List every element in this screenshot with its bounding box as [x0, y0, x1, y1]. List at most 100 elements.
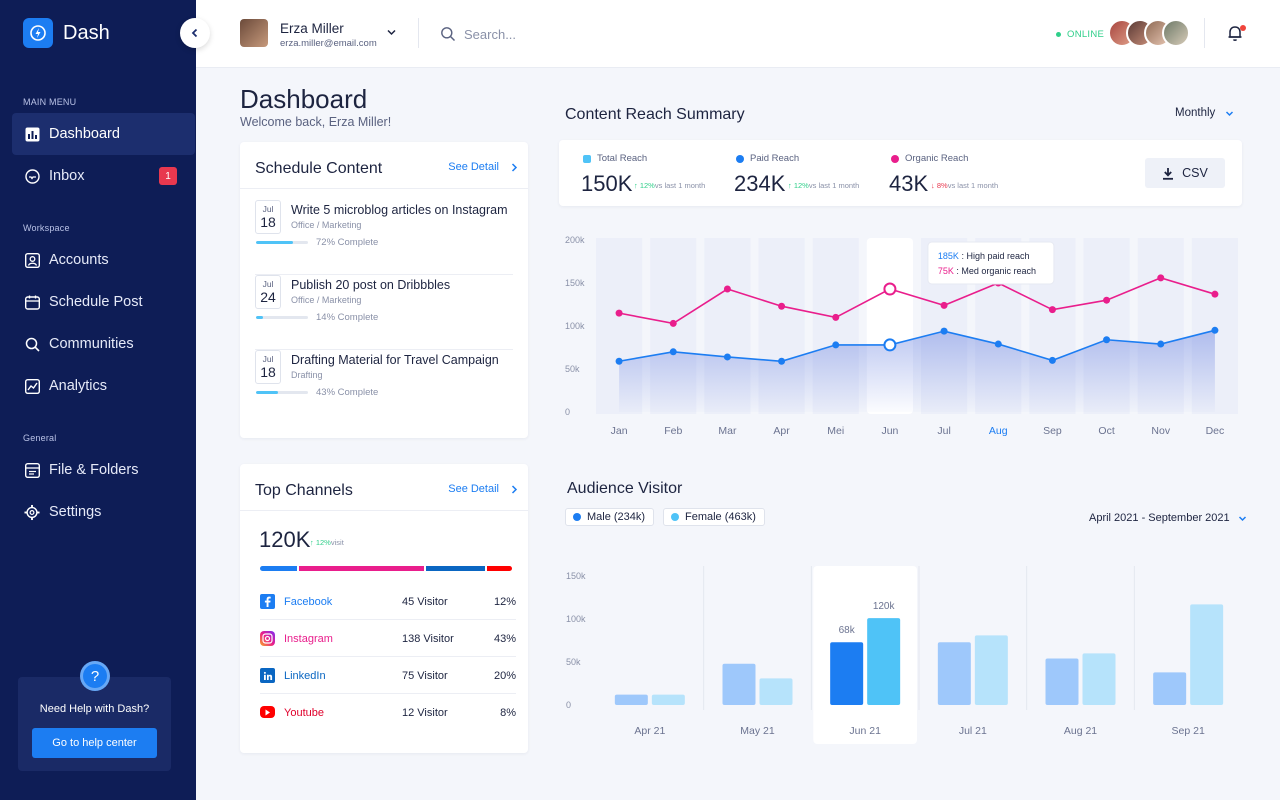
- sidebar-item-dashboard[interactable]: Dashboard: [12, 113, 195, 155]
- date-range-select[interactable]: April 2021 - September 2021: [1089, 512, 1247, 524]
- x-tick-label: Mei: [827, 425, 844, 437]
- female-bar: [1190, 604, 1224, 705]
- kpi-label: Total Reach: [583, 153, 647, 164]
- period-select[interactable]: Monthly: [1175, 107, 1234, 119]
- sidebar-item-schedule-post[interactable]: Schedule Post: [12, 281, 195, 323]
- legend-female[interactable]: Female (463k): [663, 508, 765, 526]
- growth-value: 12%: [315, 538, 331, 547]
- sidebar-item-settings[interactable]: Settings: [12, 491, 195, 533]
- growth-suffix: visit: [330, 538, 344, 547]
- csv-download-button[interactable]: CSV: [1145, 158, 1225, 188]
- progress-text: 14% Complete: [316, 312, 379, 323]
- avatar[interactable]: [240, 19, 268, 47]
- list-item[interactable]: Jul 24 Publish 20 post on Dribbbles Offic…: [255, 275, 513, 350]
- help-text: Need Help with Dash?: [39, 703, 150, 715]
- kpi-growth-suffix: vs last 1 month: [808, 181, 860, 190]
- tooltip-line: 185K : High paid reach: [938, 251, 1030, 261]
- calendar-icon: [24, 294, 40, 310]
- bell-icon[interactable]: [1226, 24, 1244, 42]
- male-bar: [1045, 658, 1079, 705]
- sidebar-item-communities[interactable]: Communities: [12, 323, 195, 365]
- data-point: [1048, 306, 1056, 314]
- data-point: [1103, 296, 1111, 304]
- sidebar-item-label: Schedule Post: [49, 294, 143, 310]
- data-point: [723, 353, 731, 361]
- female-bar: [867, 618, 901, 705]
- kpi-value: 150K: [581, 171, 633, 196]
- schedule-see-detail-link[interactable]: See Detail: [448, 161, 518, 173]
- brand[interactable]: Dash: [23, 18, 110, 48]
- female-bar: [759, 678, 793, 705]
- channel-name: LinkedIn: [284, 670, 326, 682]
- table-row[interactable]: Facebook 45 Visitor 12%: [260, 583, 516, 620]
- x-tick-label: Mar: [718, 425, 737, 437]
- progress-text: 72% Complete: [316, 237, 379, 248]
- kpi-growth: ↑ 12%vs last 1 month: [634, 181, 706, 190]
- sidebar-item-accounts[interactable]: Accounts: [12, 239, 195, 281]
- channels-see-detail-link[interactable]: See Detail: [448, 483, 518, 495]
- channels-total: 120K: [259, 527, 311, 552]
- sidebar-item-label: Communities: [49, 336, 134, 352]
- online-avatars[interactable]: [1108, 19, 1190, 47]
- x-tick-label: Feb: [664, 425, 682, 437]
- chevron-down-icon: [1238, 515, 1246, 521]
- channel-name: Facebook: [284, 596, 333, 608]
- schedule-title: Schedule Content: [255, 160, 383, 177]
- audience-visitor-chart: 0 50k 100k 150k Apr 21 May 21 68k 120k Jun 21 Jul…: [566, 566, 1224, 744]
- progress-bar: [256, 316, 308, 319]
- list-item[interactable]: Jul 18 Write 5 microblog articles on Inst…: [255, 200, 513, 275]
- kpi-growth-value: 8%: [936, 181, 948, 190]
- sidebar-item-label: Dashboard: [49, 126, 120, 142]
- data-point: [832, 313, 840, 321]
- see-detail-label: See Detail: [448, 483, 499, 495]
- kpi-label: Paid Reach: [736, 153, 799, 164]
- y-tick-label: 0: [566, 700, 571, 710]
- date-day: 18: [260, 214, 276, 230]
- kpi-label: Organic Reach: [891, 153, 968, 164]
- table-row[interactable]: Youtube 12 Visitor 8%: [260, 694, 516, 731]
- page-title: Dashboard: [240, 84, 368, 114]
- channel-visitors: 138 Visitor: [402, 633, 454, 645]
- search-input[interactable]: [464, 24, 664, 44]
- sidebar-item-inbox[interactable]: Inbox 1: [12, 155, 195, 197]
- date-month: Jul: [262, 204, 274, 214]
- general-label: General: [23, 433, 57, 443]
- sidebar-item-label: Analytics: [49, 378, 108, 394]
- help-center-button[interactable]: Go to help center: [32, 728, 157, 758]
- y-tick-label: 50k: [566, 657, 581, 667]
- audience-title: Audience Visitor: [567, 480, 683, 497]
- sidebar-item-file-folders[interactable]: File & Folders: [12, 449, 195, 491]
- sidebar-item-label: Settings: [49, 504, 102, 520]
- chevron-right-icon: [511, 484, 518, 494]
- avatar[interactable]: [1162, 19, 1190, 47]
- download-icon: [1163, 167, 1174, 180]
- data-point: [994, 340, 1002, 348]
- table-row[interactable]: Instagram 138 Visitor 43%: [260, 620, 516, 657]
- chevron-right-icon: [511, 162, 518, 172]
- schedule-item-title: Write 5 microblog articles on Instagram: [291, 203, 508, 217]
- tooltip-text: : High paid reach: [959, 251, 1030, 261]
- y-tick-label: 50k: [565, 364, 580, 374]
- chevron-down-icon[interactable]: [386, 27, 397, 38]
- bar-value-label: 68k: [839, 625, 856, 636]
- female-bar: [651, 694, 685, 705]
- instagram-icon: [260, 631, 275, 646]
- inbox-badge: 1: [159, 167, 177, 185]
- collapse-sidebar-button[interactable]: [180, 18, 210, 48]
- highlight-column: [813, 566, 917, 744]
- table-row[interactable]: LinkedIn 75 Visitor 20%: [260, 657, 516, 694]
- legend-male[interactable]: Male (234k): [565, 508, 655, 526]
- channel-pct: 8%: [500, 707, 516, 719]
- sidebar-item-analytics[interactable]: Analytics: [12, 365, 195, 407]
- online-dot: [1056, 32, 1061, 37]
- data-point: [883, 282, 897, 296]
- list-item[interactable]: Jul 18 Drafting Material for Travel Campa…: [255, 350, 513, 425]
- top-channels-card: Top Channels See Detail 120K ↑ 12%visit …: [240, 464, 528, 753]
- sidebar-item-label: File & Folders: [49, 462, 139, 478]
- share-segment: [260, 566, 297, 571]
- tooltip-value: 75K: [938, 266, 954, 276]
- date-box: Jul 24: [255, 275, 281, 309]
- data-point: [883, 338, 897, 352]
- data-point: [778, 302, 786, 310]
- date-box: Jul 18: [255, 200, 281, 234]
